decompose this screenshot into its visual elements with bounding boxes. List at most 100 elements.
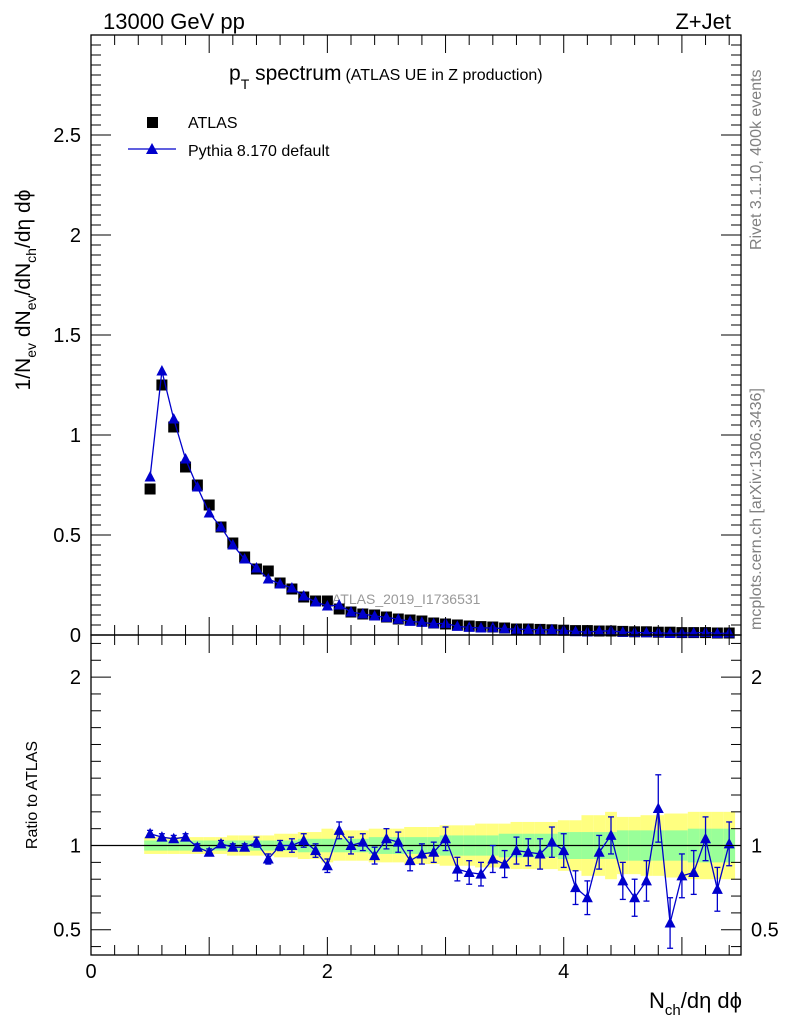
ratio-point: [652, 802, 664, 813]
ratio-point: [499, 858, 511, 869]
pythia-point: [593, 625, 605, 636]
ratio-point: [570, 881, 582, 893]
ratio-point: [274, 839, 286, 851]
pythia-point: [522, 623, 534, 634]
pythia-point: [321, 600, 333, 611]
ratio-point: [487, 853, 499, 864]
y-tick-label: 2.5: [53, 125, 81, 147]
header-energy: 13000 GeV pp: [103, 9, 245, 34]
ratio-point: [711, 883, 723, 894]
ratio-point: [191, 841, 203, 852]
ratio-point: [510, 844, 522, 856]
ratio-point: [392, 836, 404, 847]
ratio-panel: [91, 774, 741, 949]
ratio-point: [475, 868, 487, 879]
pythia-point: [180, 453, 192, 464]
pythia-point: [475, 622, 487, 633]
y-tick-label: 0.5: [53, 525, 81, 547]
pythia-point: [144, 471, 156, 482]
ratio-point: [333, 824, 345, 835]
ratio-point: [522, 846, 534, 857]
pythia-point: [262, 573, 274, 584]
pythia-point: [546, 623, 558, 635]
ratio-point: [180, 831, 192, 842]
pythia-point: [404, 615, 416, 626]
pythia-point: [345, 606, 357, 617]
ratio-point: [534, 847, 546, 859]
pythia-point: [298, 590, 310, 601]
pythia-point: [168, 413, 180, 424]
ratio-point: [428, 846, 440, 857]
ratio-point: [558, 844, 570, 856]
y-tick-label: 2: [70, 225, 81, 247]
x-tick-label: 4: [558, 961, 569, 983]
y-tick-label: 1.5: [53, 325, 81, 347]
pythia-point: [215, 521, 227, 532]
ratio-y-tick-label: 1: [70, 836, 81, 858]
pythia-point: [428, 617, 440, 629]
pythia-point: [451, 620, 463, 631]
pythia-point: [286, 582, 298, 593]
ratio-point: [688, 866, 700, 877]
y-tick-label: 0: [70, 625, 81, 647]
pythia-point: [250, 562, 262, 573]
legend-marker-pythia: [146, 143, 158, 154]
rivet-label: Rivet 3.1.10, 400k events: [748, 69, 765, 250]
atlas-point: [156, 379, 168, 391]
ratio-point: [676, 869, 688, 881]
ratio-point: [463, 866, 475, 877]
pythia-point: [310, 596, 322, 607]
ratio-point: [250, 836, 262, 847]
ratio-point: [605, 829, 617, 840]
pythia-point: [357, 608, 369, 619]
ratio-point: [640, 874, 652, 886]
ratio-point: [203, 846, 215, 857]
ratio-point: [369, 849, 381, 861]
x-axis-label: Nch/dη dϕ: [649, 988, 742, 1019]
pythia-point: [156, 365, 168, 376]
atlas-point: [203, 499, 215, 511]
ratio-point: [156, 831, 168, 842]
y-axis-label-main: 1/Nev dNev/dNch/dη dϕ: [12, 190, 39, 391]
atlas-point: [168, 421, 180, 433]
atlas-point: [144, 483, 156, 495]
ratio-point: [357, 836, 369, 847]
pythia-point: [499, 622, 511, 634]
ratio-point: [593, 846, 605, 857]
ratio-y-tick-label-right: 1: [751, 836, 762, 858]
header-process: Z+Jet: [675, 9, 731, 34]
ratio-y-tick-label-right: 2: [751, 667, 762, 689]
ratio-point: [404, 854, 416, 866]
pythia-point: [369, 610, 381, 621]
ratio-point: [321, 859, 333, 871]
ratio-point: [440, 832, 452, 844]
ratio-y-tick-label: 2: [70, 667, 81, 689]
legend-label-atlas: ATLAS: [188, 115, 238, 132]
legend-label-pythia: Pythia 8.170 default: [188, 143, 330, 160]
x-tick-label: 0: [85, 961, 96, 983]
ratio-point: [215, 837, 227, 849]
ratio-point: [227, 841, 239, 852]
ratio-point: [286, 839, 298, 851]
ratio-point: [451, 863, 463, 874]
y-tick-label: 1: [70, 425, 81, 447]
ratio-point: [262, 853, 274, 864]
plot-title: pT spectrum (ATLAS UE in Z production): [229, 62, 543, 92]
ratio-point: [345, 839, 357, 851]
pythia-point: [203, 507, 215, 518]
ratio-y-tick-label-right: 0.5: [751, 920, 779, 942]
analysis-id: ATLAS_2019_I1736531: [332, 591, 481, 607]
pythia-point: [191, 481, 203, 492]
ratio-point: [629, 891, 641, 903]
ratio-point: [168, 832, 180, 844]
ratio-point: [144, 827, 156, 839]
ratio-point: [298, 834, 310, 845]
ratio-point: [310, 844, 322, 856]
pythia-point: [416, 616, 428, 627]
ratio-point: [546, 836, 558, 847]
x-tick-label: 2: [322, 961, 333, 983]
pythia-point: [617, 626, 629, 637]
legend: ATLAS Pythia 8.170 default: [128, 115, 330, 160]
pythia-point: [333, 599, 345, 610]
